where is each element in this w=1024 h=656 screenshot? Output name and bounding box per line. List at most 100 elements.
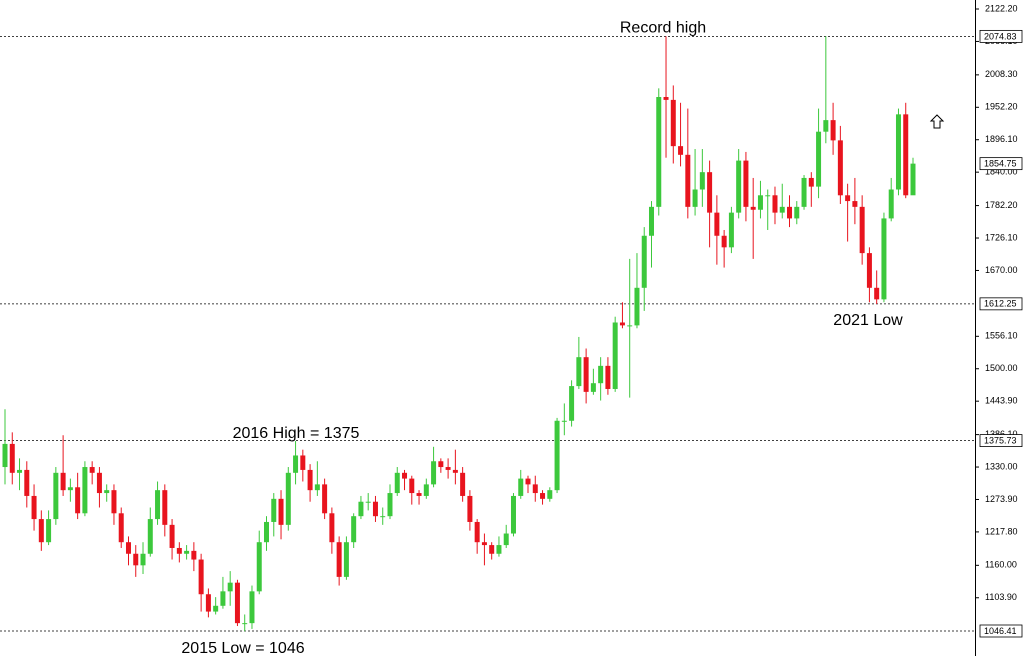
candle-body — [728, 212, 734, 248]
candle-body — [772, 195, 778, 213]
candle-body — [416, 493, 422, 496]
level-label: 2074.83 — [984, 31, 1017, 41]
last-price-box — [979, 157, 1023, 171]
candle-body — [634, 287, 640, 326]
candle-body — [234, 582, 240, 624]
candle-body — [380, 516, 386, 518]
candle-body — [2, 443, 8, 468]
candle-body — [176, 547, 182, 554]
candle-body — [750, 206, 756, 210]
y-tick-label: 1217.80 — [985, 526, 1018, 536]
candle-body — [663, 97, 669, 100]
level-label: 1046.41 — [984, 626, 1017, 636]
candle-body — [707, 172, 713, 213]
candle-body — [583, 357, 589, 392]
candle-body — [9, 443, 15, 473]
y-tick-label: 1896.10 — [985, 134, 1018, 144]
candle-body — [881, 218, 887, 300]
candle-body — [699, 172, 705, 190]
candle-body — [859, 206, 865, 254]
arrow-icon — [929, 114, 945, 129]
candle-body — [198, 559, 204, 595]
candle-body — [387, 493, 393, 517]
candle-body — [801, 177, 807, 207]
candle-body — [249, 591, 255, 624]
candle-body — [561, 420, 567, 422]
candle-body — [816, 131, 822, 187]
candle-body — [205, 594, 211, 612]
candle-body — [372, 501, 378, 517]
candle-body — [852, 201, 858, 207]
candle-body — [423, 484, 429, 496]
y-tick-label: 1556.10 — [985, 331, 1018, 341]
candle-body — [779, 206, 785, 213]
candle-body — [656, 97, 662, 207]
candle-body — [445, 467, 451, 470]
candle-body — [184, 550, 190, 554]
candle-body — [874, 287, 880, 300]
candle-body — [431, 461, 437, 485]
candle-body — [329, 513, 335, 543]
candle-body — [540, 493, 546, 499]
candle-body — [692, 189, 698, 207]
candle-body — [678, 146, 684, 155]
candle-body — [837, 140, 843, 196]
y-tick-label: 1500.00 — [985, 363, 1018, 373]
candle-body — [82, 467, 88, 514]
y-tick-label: 1386.10 — [985, 429, 1018, 439]
candle-body — [888, 189, 894, 219]
candle-body — [808, 177, 814, 187]
candle-body — [532, 484, 538, 494]
candle-body — [343, 542, 349, 577]
y-tick-label: 2122.20 — [985, 3, 1018, 13]
candle-body — [242, 623, 248, 625]
candle-body — [590, 383, 596, 392]
candle-body — [322, 484, 328, 514]
candle-body — [67, 487, 73, 491]
candle-body — [489, 545, 495, 554]
candle-body — [910, 163, 916, 196]
candle-body — [895, 114, 901, 190]
candle-body — [96, 472, 102, 494]
candle-body — [104, 490, 110, 494]
candle-body — [300, 455, 306, 470]
candle-body — [75, 487, 81, 514]
level-box — [979, 29, 1023, 43]
candle-body — [307, 469, 313, 491]
candle-body — [264, 521, 270, 543]
last-price-label: 1854.75 — [984, 159, 1017, 169]
candle-body — [140, 553, 146, 566]
level-box — [979, 434, 1023, 447]
y-tick-label: 1103.90 — [985, 592, 1017, 602]
candle-body — [547, 490, 553, 499]
candle-body — [525, 478, 531, 485]
candle-body — [53, 472, 59, 520]
y-tick-label: 1670.00 — [985, 265, 1018, 275]
candle-body — [89, 467, 95, 473]
candle-body — [576, 357, 582, 387]
candle-body — [787, 206, 793, 219]
y-tick-label: 1443.90 — [985, 396, 1018, 406]
candle-body — [714, 212, 720, 236]
y-tick-label: 1840.00 — [985, 167, 1018, 177]
candle-body — [365, 501, 371, 503]
candle-body — [162, 490, 168, 525]
candle-body — [118, 513, 124, 543]
candle-body — [213, 605, 219, 612]
candle-body — [271, 498, 277, 522]
candle-body — [503, 533, 509, 546]
candle-body — [285, 472, 291, 525]
candle-body — [460, 472, 466, 496]
candle-body — [24, 469, 30, 496]
y-tick-label: 1330.00 — [985, 461, 1018, 471]
candle-body — [467, 495, 473, 522]
candle-body — [845, 195, 851, 202]
candle-body — [627, 325, 633, 327]
candle-body — [125, 542, 131, 554]
candle-body — [17, 469, 23, 473]
candle-body — [60, 472, 66, 491]
candle-body — [648, 206, 654, 236]
candle-body — [510, 495, 516, 534]
candle-body — [133, 553, 139, 566]
